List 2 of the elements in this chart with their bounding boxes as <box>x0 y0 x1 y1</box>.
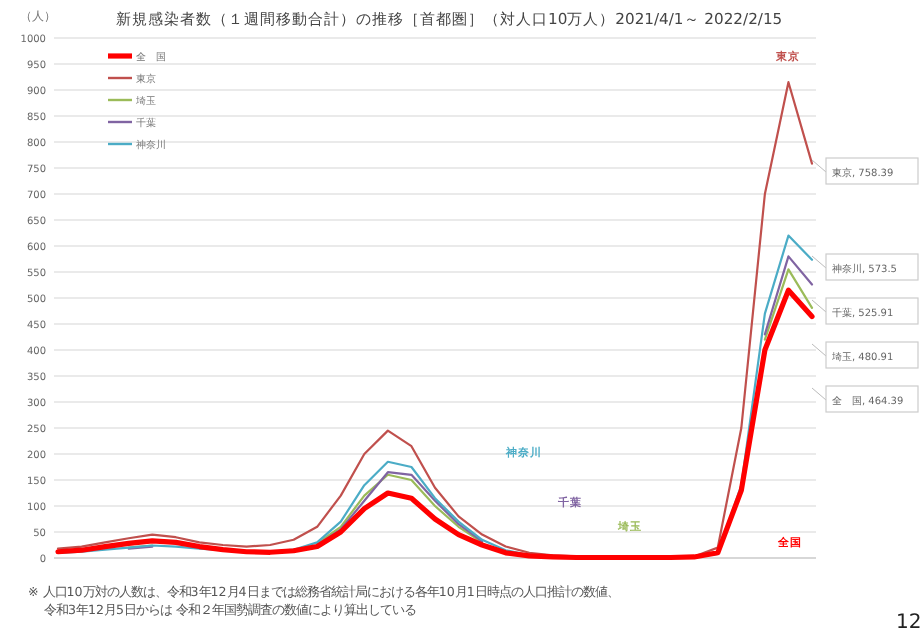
text: 12 <box>896 612 922 634</box>
line-series <box>55 287 815 561</box>
